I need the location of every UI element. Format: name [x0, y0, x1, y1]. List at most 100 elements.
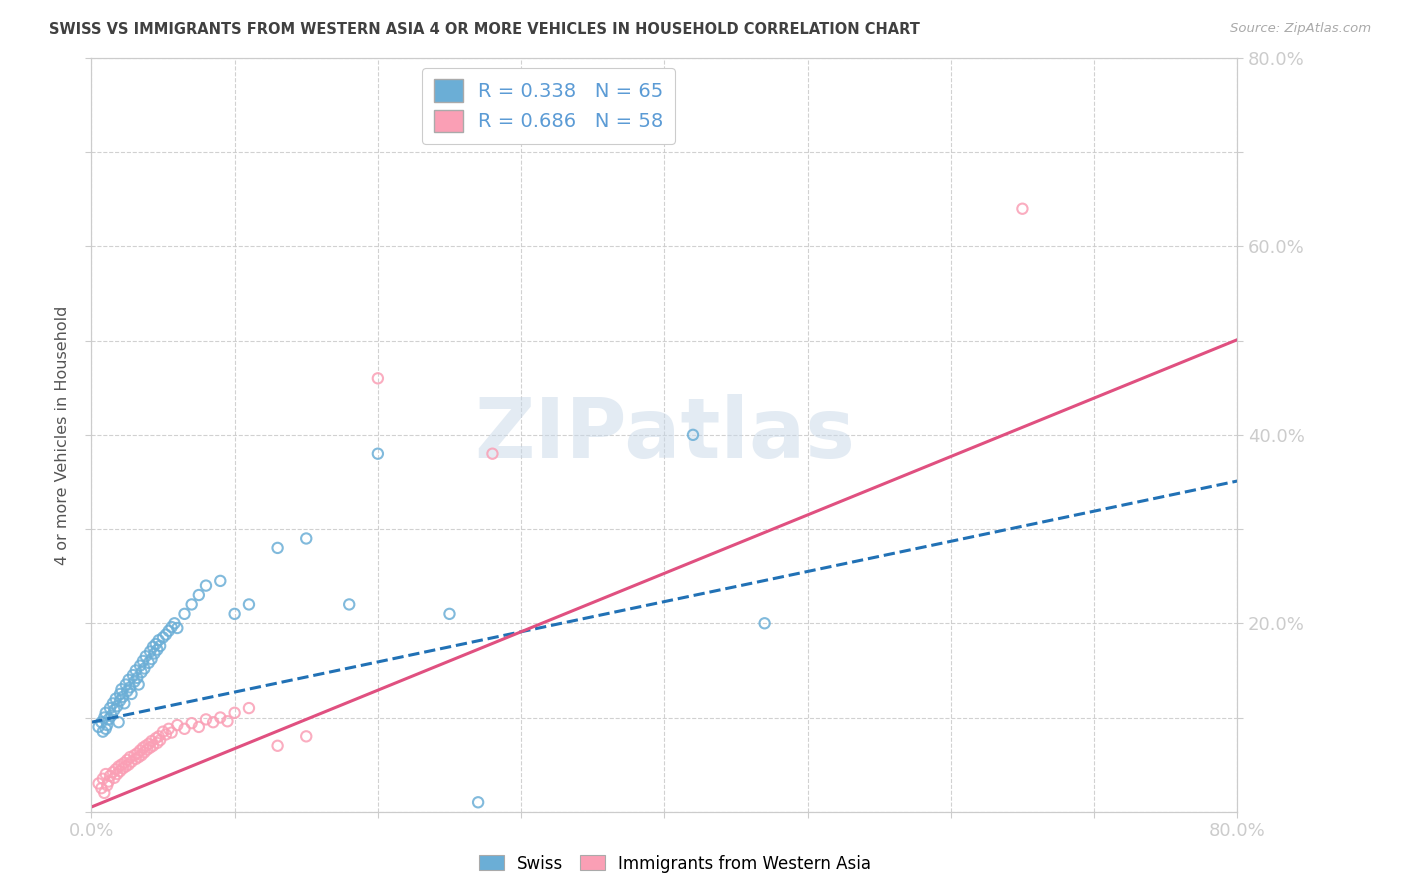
Point	[122, 668, 145, 682]
Point	[110, 682, 132, 697]
Point	[94, 767, 117, 781]
Legend: Swiss, Immigrants from Western Asia: Swiss, Immigrants from Western Asia	[472, 848, 877, 880]
Point	[101, 765, 124, 780]
Point	[209, 710, 232, 724]
Point	[136, 742, 159, 756]
Point	[166, 621, 188, 635]
Point	[108, 764, 131, 779]
Point	[146, 642, 169, 657]
Point	[93, 786, 115, 800]
Point	[125, 752, 148, 766]
Point	[149, 639, 172, 653]
Point	[146, 736, 169, 750]
Point	[141, 734, 163, 748]
Point	[187, 588, 209, 602]
Point	[104, 762, 127, 776]
Point	[107, 759, 129, 773]
Point	[98, 701, 121, 715]
Point	[180, 716, 202, 731]
Point	[481, 447, 503, 461]
Legend: R = 0.338   N = 65, R = 0.686   N = 58: R = 0.338 N = 65, R = 0.686 N = 58	[422, 68, 675, 144]
Point	[101, 697, 124, 711]
Point	[115, 753, 138, 767]
Point	[135, 739, 157, 753]
Point	[97, 712, 120, 726]
Point	[467, 795, 489, 809]
Point	[224, 607, 246, 621]
Point	[105, 699, 128, 714]
Point	[143, 647, 166, 661]
Point	[157, 624, 180, 638]
Point	[103, 703, 125, 717]
Point	[138, 656, 160, 670]
Point	[112, 756, 135, 770]
Point	[152, 724, 174, 739]
Point	[129, 743, 152, 757]
Point	[91, 772, 114, 786]
Point	[90, 715, 112, 730]
Point	[139, 740, 162, 755]
Point	[93, 710, 115, 724]
Point	[107, 715, 129, 730]
Point	[135, 649, 157, 664]
Point	[754, 616, 776, 631]
Point	[131, 748, 153, 763]
Point	[295, 532, 318, 546]
Point	[217, 714, 239, 729]
Point	[94, 722, 117, 736]
Point	[224, 706, 246, 720]
Point	[114, 677, 136, 691]
Point	[152, 631, 174, 645]
Point	[187, 720, 209, 734]
Point	[108, 687, 131, 701]
Text: SWISS VS IMMIGRANTS FROM WESTERN ASIA 4 OR MORE VEHICLES IN HOUSEHOLD CORRELATIO: SWISS VS IMMIGRANTS FROM WESTERN ASIA 4 …	[49, 22, 920, 37]
Point	[238, 701, 260, 715]
Point	[114, 759, 136, 773]
Point	[100, 708, 122, 723]
Point	[120, 681, 142, 695]
Point	[94, 706, 117, 720]
Point	[125, 664, 148, 678]
Point	[128, 750, 150, 764]
Point	[148, 633, 170, 648]
Point	[157, 722, 180, 736]
Point	[120, 750, 142, 764]
Point	[682, 428, 704, 442]
Point	[134, 745, 156, 759]
Point	[166, 718, 188, 732]
Point	[173, 607, 195, 621]
Point	[142, 640, 165, 654]
Point	[180, 598, 202, 612]
Point	[127, 671, 149, 685]
Point	[141, 652, 163, 666]
Point	[91, 724, 114, 739]
Point	[367, 447, 389, 461]
Point	[163, 616, 186, 631]
Point	[266, 739, 288, 753]
Point	[112, 697, 135, 711]
Text: Source: ZipAtlas.com: Source: ZipAtlas.com	[1230, 22, 1371, 36]
Point	[132, 654, 155, 668]
Point	[98, 769, 121, 783]
Y-axis label: 4 or more Vehicles in Household: 4 or more Vehicles in Household	[55, 305, 70, 565]
Text: ZIPatlas: ZIPatlas	[474, 394, 855, 475]
Point	[96, 718, 118, 732]
Point	[108, 693, 131, 707]
Point	[173, 722, 195, 736]
Point	[117, 673, 139, 687]
Point	[160, 620, 183, 634]
Point	[97, 774, 120, 789]
Point	[87, 720, 110, 734]
Point	[149, 733, 172, 747]
Point	[121, 687, 143, 701]
Point	[115, 684, 138, 698]
Point	[132, 740, 155, 755]
Point	[124, 674, 146, 689]
Point	[134, 661, 156, 675]
Point	[139, 644, 162, 658]
Point	[87, 776, 110, 790]
Point	[145, 637, 167, 651]
Point	[111, 761, 134, 775]
Point	[129, 658, 152, 673]
Point	[1011, 202, 1033, 216]
